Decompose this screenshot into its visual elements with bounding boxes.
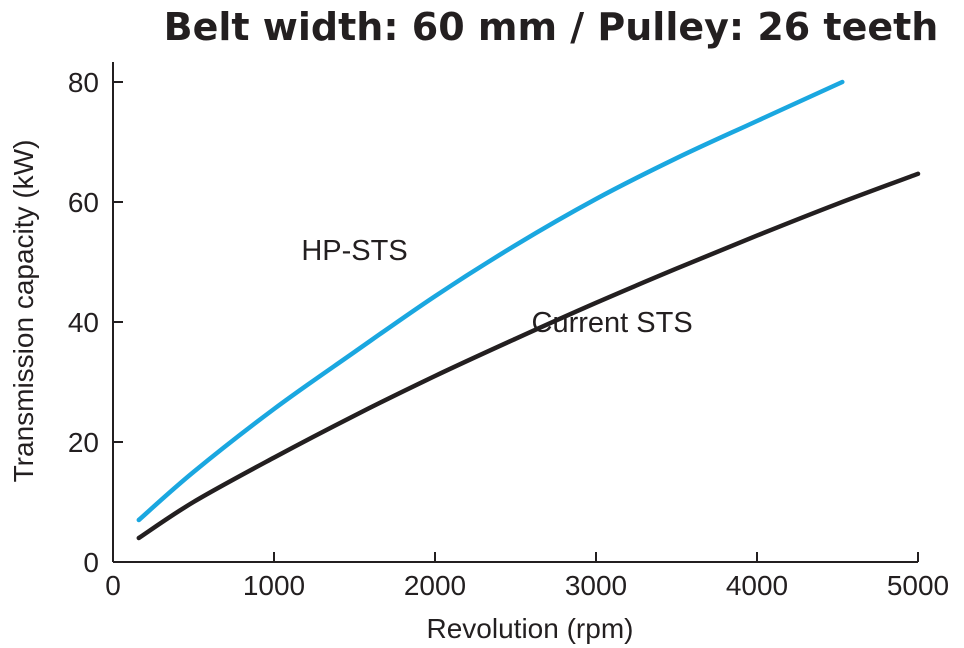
- y-tick-label: 40: [68, 307, 99, 338]
- series-label-current-sts: Current STS: [532, 307, 693, 339]
- series-label-hp-sts: HP-STS: [301, 235, 407, 267]
- x-tick-label: 1000: [243, 570, 305, 601]
- y-tick-label: 80: [68, 67, 99, 98]
- series-line-current-sts: [136, 171, 921, 541]
- axes: [112, 62, 918, 563]
- x-tick-label: 5000: [887, 570, 949, 601]
- annotation-layer: HP-STS Current STS: [301, 235, 692, 339]
- y-tick-label: 60: [68, 187, 99, 218]
- y-axis-label: Transmission capacity (kW): [8, 140, 39, 483]
- x-tick-label: 3000: [565, 570, 627, 601]
- y-tick-label: 20: [68, 427, 99, 458]
- ticks: 0 1000 2000 3000 4000 5000 0 20 40 60 80: [68, 67, 949, 601]
- series-layer: [136, 79, 921, 541]
- chart-title: Belt width: 60 mm / Pulley: 26 teeth: [164, 5, 939, 49]
- series-line-hp-sts: [136, 79, 845, 523]
- y-tick-label: 0: [83, 547, 99, 578]
- x-tick-label: 4000: [726, 570, 788, 601]
- x-tick-label: 0: [105, 570, 121, 601]
- x-tick-label: 2000: [404, 570, 466, 601]
- x-axis-label: Revolution (rpm): [427, 613, 634, 644]
